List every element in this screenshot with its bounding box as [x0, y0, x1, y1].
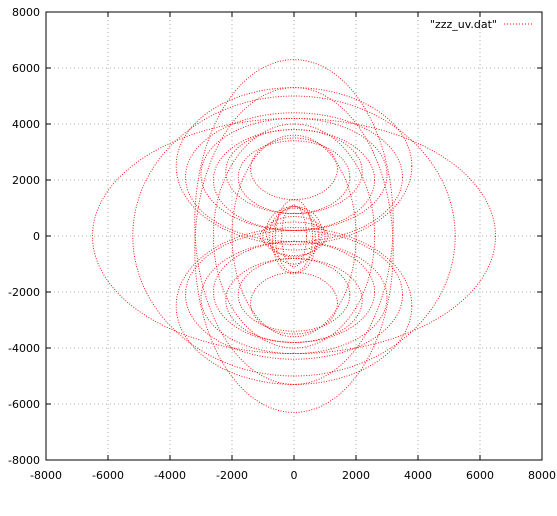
- y-tick-label: 0: [33, 230, 40, 243]
- y-tick-label: 8000: [12, 6, 40, 19]
- uv-track: [200, 241, 388, 355]
- uv-track: [92, 117, 496, 355]
- x-tick-label: -8000: [30, 469, 62, 482]
- x-tick-label: 8000: [528, 469, 556, 482]
- uv-track: [268, 207, 320, 265]
- uv-track: [231, 134, 357, 338]
- data-series: [92, 59, 496, 413]
- uv-track: [200, 117, 388, 231]
- x-tick-label: 4000: [404, 469, 432, 482]
- uv-track: [250, 137, 338, 201]
- axis-ticks: -8000 -6000 -4000 -2000 0 2000 4000 6000 8000 -80…: [8, 6, 556, 482]
- uv-track: [212, 241, 376, 343]
- x-tick-label: -4000: [154, 469, 186, 482]
- x-tick-label: -6000: [92, 469, 124, 482]
- y-tick-label: 4000: [12, 118, 40, 131]
- uv-track: [185, 229, 403, 360]
- y-tick-label: -8000: [8, 454, 40, 467]
- uv-track: [237, 257, 351, 332]
- uv-track: [250, 271, 338, 335]
- uv-track: [132, 95, 456, 377]
- uv-track: [237, 140, 351, 215]
- uv-track: [194, 59, 394, 385]
- uv-track: [175, 227, 413, 385]
- uv-track: [281, 204, 307, 268]
- legend-label: "zzz_uv.dat": [430, 18, 497, 31]
- y-tick-label: -6000: [8, 398, 40, 411]
- x-tick-label: 2000: [342, 469, 370, 482]
- x-tick-label: -2000: [216, 469, 248, 482]
- uv-track: [225, 129, 363, 215]
- legend: "zzz_uv.dat": [430, 18, 532, 31]
- uv-track: [175, 87, 413, 245]
- x-tick-label: 6000: [466, 469, 494, 482]
- uv-track: [274, 199, 314, 273]
- x-tick-label: 0: [291, 469, 298, 482]
- uv-track: [265, 206, 323, 258]
- uv-track: [259, 221, 329, 251]
- y-tick-label: 2000: [12, 174, 40, 187]
- uv-track: [212, 123, 376, 349]
- y-tick-label: -2000: [8, 286, 40, 299]
- y-tick-label: 6000: [12, 62, 40, 75]
- grid-lines: [46, 12, 542, 460]
- uv-track: [194, 87, 394, 413]
- uv-track: [262, 215, 326, 257]
- y-tick-label: -4000: [8, 342, 40, 355]
- uv-track: [271, 206, 317, 275]
